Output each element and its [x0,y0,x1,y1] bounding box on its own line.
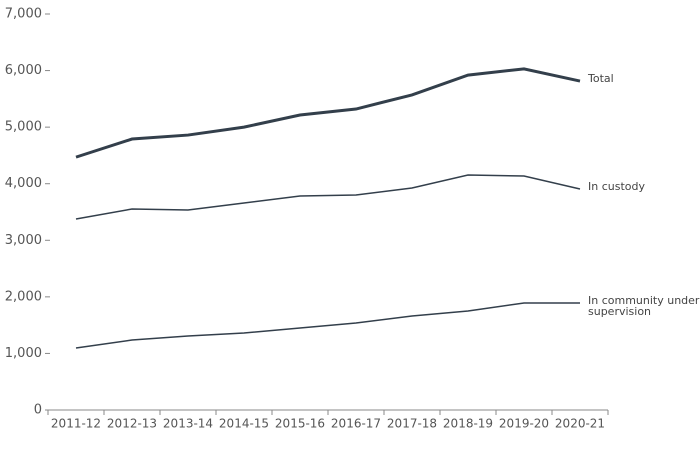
y-tick-label: 4,000 [5,176,42,191]
x-tick-label: 2016-17 [331,417,381,431]
y-tick-label: 3,000 [5,233,42,248]
y-tick-label: 6,000 [5,63,42,78]
series-label: Total [588,72,614,86]
x-tick-label: 2014-15 [219,417,269,431]
y-tick-label: 2,000 [5,289,42,304]
x-tick-label: 2015-16 [275,417,325,431]
y-tick-label: 7,000 [5,7,42,22]
x-tick-label: 2018-19 [443,417,493,431]
x-tick-label: 2019-20 [499,417,549,431]
x-tick-label: 2020-21 [555,417,605,431]
series-line [75,302,580,349]
series-line [75,67,581,159]
series-label: In custody [588,180,645,194]
x-tick-label: 2012-13 [107,417,157,431]
x-tick-label: 2013-14 [163,417,213,431]
y-tick-label: 1,000 [5,346,42,361]
series-label: In community under supervision [588,294,700,319]
x-tick-label: 2011-12 [51,417,101,431]
series-line [75,174,581,220]
x-tick-label: 2017-18 [387,417,437,431]
y-tick-label: 0 [34,403,42,418]
y-tick-label: 5,000 [5,120,42,135]
